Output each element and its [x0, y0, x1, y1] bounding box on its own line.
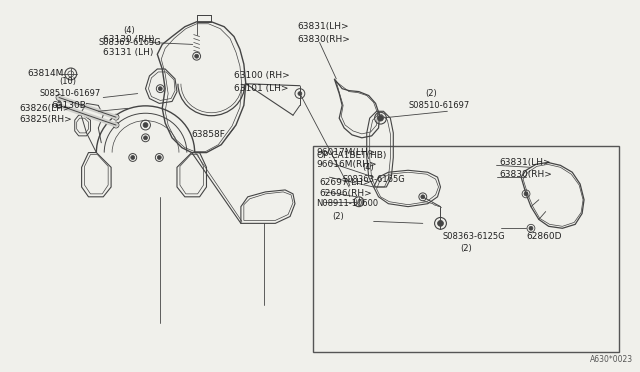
Text: (10): (10)	[59, 77, 76, 86]
Text: 63825(RH>: 63825(RH>	[20, 115, 72, 124]
Text: 62697(LH>: 62697(LH>	[319, 177, 371, 187]
Text: A630*0023: A630*0023	[590, 355, 633, 363]
Text: 63858F: 63858F	[192, 130, 226, 140]
Text: 63826(LH>: 63826(LH>	[20, 104, 71, 113]
Circle shape	[157, 155, 161, 160]
Text: (2): (2)	[460, 244, 472, 253]
Text: S08363-6165G: S08363-6165G	[99, 38, 161, 47]
Circle shape	[378, 115, 383, 121]
Text: 96016M(RH>: 96016M(RH>	[317, 160, 377, 169]
Circle shape	[298, 92, 302, 96]
Text: 63814M: 63814M	[28, 70, 64, 78]
Text: 63101 (LH>: 63101 (LH>	[234, 84, 289, 93]
Circle shape	[524, 192, 528, 196]
Text: 62696(RH>: 62696(RH>	[319, 189, 372, 198]
Text: 96017M(LH>: 96017M(LH>	[317, 148, 376, 157]
Text: 63130B: 63130B	[51, 101, 86, 110]
Circle shape	[158, 87, 162, 91]
Circle shape	[529, 226, 533, 230]
Text: 63131 (LH): 63131 (LH)	[103, 48, 154, 57]
Text: S08363-6165G: S08363-6165G	[342, 174, 405, 184]
Text: 63831(LH>: 63831(LH>	[499, 158, 551, 167]
Text: (4): (4)	[362, 163, 374, 172]
Text: 63830(RH>: 63830(RH>	[297, 35, 350, 44]
Bar	[313, 146, 620, 352]
Text: 63831(LH>: 63831(LH>	[297, 22, 349, 31]
Text: S08510-61697: S08510-61697	[408, 101, 469, 110]
Text: 63830(RH>: 63830(RH>	[499, 170, 552, 179]
Text: 63130 (RH): 63130 (RH)	[103, 35, 155, 44]
Text: (2): (2)	[425, 89, 436, 98]
Text: S08510-61697: S08510-61697	[39, 89, 100, 98]
Circle shape	[438, 221, 444, 226]
Circle shape	[143, 136, 147, 140]
Circle shape	[421, 195, 425, 199]
Text: S08363-6125G: S08363-6125G	[442, 232, 505, 241]
Text: 62860D: 62860D	[526, 232, 561, 241]
Circle shape	[195, 54, 198, 58]
Text: N08911-10600: N08911-10600	[317, 199, 379, 208]
Circle shape	[131, 155, 134, 160]
Circle shape	[143, 123, 148, 128]
Text: 63100 (RH>: 63100 (RH>	[234, 71, 290, 80]
Text: (4): (4)	[123, 26, 134, 35]
Text: OP:CA1BET(HB): OP:CA1BET(HB)	[317, 151, 387, 160]
Text: (2): (2)	[332, 212, 344, 221]
